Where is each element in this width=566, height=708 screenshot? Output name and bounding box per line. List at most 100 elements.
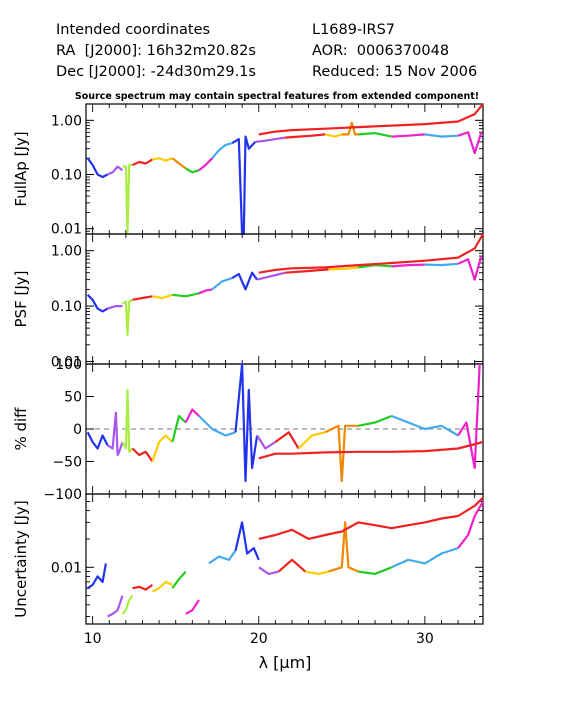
series-line	[198, 415, 236, 437]
y-axis-label: FullAp [Jy]	[12, 131, 30, 206]
series-line	[171, 570, 187, 589]
series-line	[132, 584, 154, 591]
series-line	[231, 135, 257, 236]
series-line	[185, 167, 200, 174]
y-axis-label: % diff	[12, 407, 30, 451]
series-line	[132, 158, 153, 167]
y-tick-label: 0.01	[51, 560, 82, 576]
y-tick-label: 0.01	[51, 354, 82, 370]
series-line	[121, 388, 134, 453]
series-line	[341, 121, 359, 136]
chart-panels: 1.00 0.10 0.01 FullAp [Jy] 1.00 0.10 0.01 PSF […	[12, 103, 484, 647]
series-line	[107, 595, 124, 618]
series-line	[152, 157, 173, 162]
series-line	[234, 521, 260, 561]
series-line	[234, 362, 259, 483]
series-line	[424, 133, 459, 138]
series-line	[171, 414, 187, 443]
series-line	[424, 262, 459, 267]
y-tick-label: 0.01	[51, 222, 82, 238]
series-line	[457, 131, 483, 155]
header-left-line-3: Dec [J2000]: -24d30m29.1s	[56, 64, 256, 80]
x-tick-label: 30	[416, 631, 434, 647]
series-line	[258, 496, 484, 541]
series-line	[151, 580, 173, 593]
series-line	[305, 570, 329, 576]
series-line	[328, 266, 359, 271]
series-line	[86, 157, 109, 179]
y-tick-label: −100	[44, 487, 82, 503]
header-left-line-2: RA [J2000]: 16h32m20.82s	[56, 43, 256, 59]
y-tick-label: 0.10	[51, 168, 82, 184]
y-tick-label: 50	[64, 390, 82, 406]
y-tick-label: 0.10	[51, 299, 82, 315]
series-line	[328, 521, 359, 573]
chart-note: Source spectrum may contain spectral fea…	[75, 91, 479, 102]
series-line	[391, 414, 459, 437]
series-line	[231, 271, 258, 291]
series-line	[255, 136, 286, 143]
series-line	[152, 293, 173, 300]
series-line	[131, 447, 154, 463]
series-line	[208, 550, 237, 565]
y-tick-label: −50	[52, 455, 82, 471]
x-tick-label: 10	[84, 631, 102, 647]
header-left-line-1: Intended coordinates	[56, 22, 211, 38]
series-line	[211, 142, 233, 159]
y-tick-label: 1.00	[51, 244, 82, 260]
series-line	[211, 277, 233, 291]
series-line	[391, 133, 425, 138]
series-line	[358, 566, 393, 576]
series-line	[86, 294, 109, 313]
header-right-line-2: AOR: 0006370048	[312, 43, 450, 59]
series-line	[274, 431, 300, 450]
series-line	[358, 414, 393, 427]
series-line	[457, 500, 484, 549]
header-right-line-1: L1689-IRS7	[312, 22, 395, 38]
series-line	[172, 292, 200, 298]
series-line	[277, 558, 307, 573]
series-line	[258, 440, 484, 460]
series-line	[457, 363, 481, 470]
series-line	[107, 305, 123, 310]
x-axis-label: λ [μm]	[259, 653, 312, 672]
series-line	[185, 599, 200, 615]
series-line	[198, 288, 213, 295]
series-line	[285, 133, 326, 139]
series-line	[256, 271, 286, 281]
series-line	[151, 434, 174, 462]
series-line	[121, 594, 134, 615]
series-line	[258, 233, 484, 274]
y-axis-label: PSF [Jy]	[12, 271, 30, 328]
series-line	[324, 133, 343, 138]
y-tick-label: 1.00	[51, 113, 82, 129]
series-line	[391, 547, 459, 569]
series-line	[171, 157, 187, 170]
series-line	[132, 295, 153, 301]
series-line	[86, 431, 109, 450]
series-line	[87, 563, 107, 590]
series-line	[258, 566, 279, 576]
y-tick-label: 0	[73, 422, 82, 438]
series-line	[121, 298, 134, 337]
panel-frame	[85, 493, 484, 625]
series-line	[297, 431, 326, 450]
x-tick-label: 20	[250, 631, 268, 647]
series-line	[122, 163, 133, 236]
series-line	[391, 263, 425, 268]
series-line	[107, 165, 124, 176]
panel-frame	[85, 233, 484, 365]
series-line	[184, 408, 200, 423]
series-line	[256, 434, 276, 450]
y-axis-label: Uncertainty [Jy]	[12, 500, 30, 617]
series-line	[457, 255, 483, 281]
series-line	[285, 268, 329, 274]
series-line	[198, 157, 213, 172]
series-line	[107, 411, 124, 457]
series-line	[358, 132, 392, 138]
series-line	[258, 103, 484, 136]
header-right-line-3: Reduced: 15 Nov 2006	[312, 64, 478, 80]
y-tick-label: 100	[55, 357, 82, 373]
series-line	[324, 424, 359, 483]
